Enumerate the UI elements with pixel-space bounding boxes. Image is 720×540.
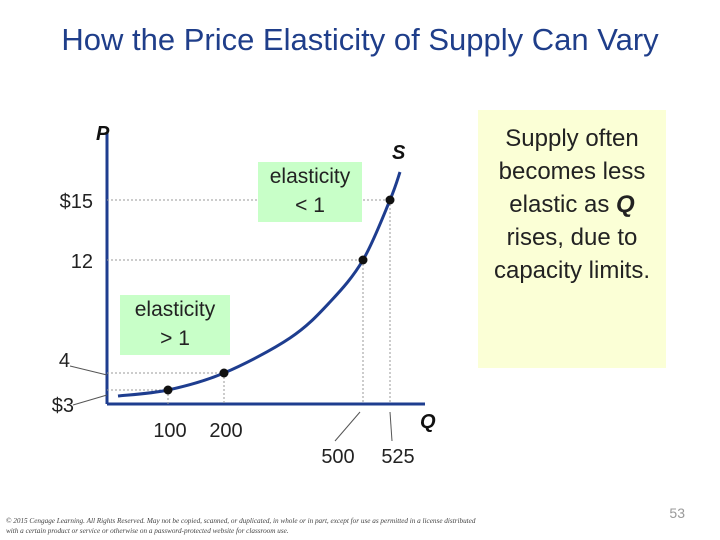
callout-q-symbol: Q xyxy=(616,191,635,218)
x-leader-2 xyxy=(334,411,361,442)
callout-text: Supply often becomes less elastic as Q r… xyxy=(478,122,666,287)
x-tick-label-2: 500 xyxy=(321,446,354,468)
x-axis-label: Q xyxy=(420,411,436,433)
y-tick-label-3: $15 xyxy=(60,191,93,213)
y-leader-1 xyxy=(69,365,108,376)
data-point-1 xyxy=(219,368,229,378)
x-tick-label-0: 100 xyxy=(153,420,186,442)
supply-curve xyxy=(117,171,402,398)
callout-text-after: rises, due to capacity limits. xyxy=(493,224,651,284)
series-label-s: S xyxy=(392,142,406,164)
slide-title: How the Price Elasticity of Supply Can V… xyxy=(61,22,659,57)
callout-box: Supply often becomes less elastic as Q r… xyxy=(478,110,666,368)
data-point-0 xyxy=(163,385,173,395)
x-leader-3 xyxy=(389,411,393,442)
chart-layer: $3 4 12 $15 100 200 500 525 P Q S xyxy=(52,123,436,468)
elasticity-greater-than-one-text: elasticity > 1 xyxy=(134,298,216,350)
data-point-2 xyxy=(358,255,368,265)
x-tick-label-1: 200 xyxy=(209,420,242,442)
y-axis-label: P xyxy=(96,123,110,145)
elasticity-less-than-one-text: elasticity < 1 xyxy=(269,165,351,217)
x-tick-label-3: 525 xyxy=(381,446,414,468)
y-leader-0 xyxy=(72,394,108,406)
elasticity-less-than-one-label: elasticity < 1 xyxy=(258,162,362,222)
elasticity-greater-than-one-label: elasticity > 1 xyxy=(120,295,230,355)
page-number: 53 xyxy=(669,505,685,521)
y-tick-label-0: $3 xyxy=(52,395,74,417)
copyright-notice: © 2015 Cengage Learning. All Rights Rese… xyxy=(6,517,476,535)
data-point-3 xyxy=(385,195,395,205)
y-tick-label-2: 12 xyxy=(71,251,93,273)
callout-text-before: Supply often becomes less elastic as xyxy=(498,125,646,218)
y-tick-label-1: 4 xyxy=(59,350,70,372)
